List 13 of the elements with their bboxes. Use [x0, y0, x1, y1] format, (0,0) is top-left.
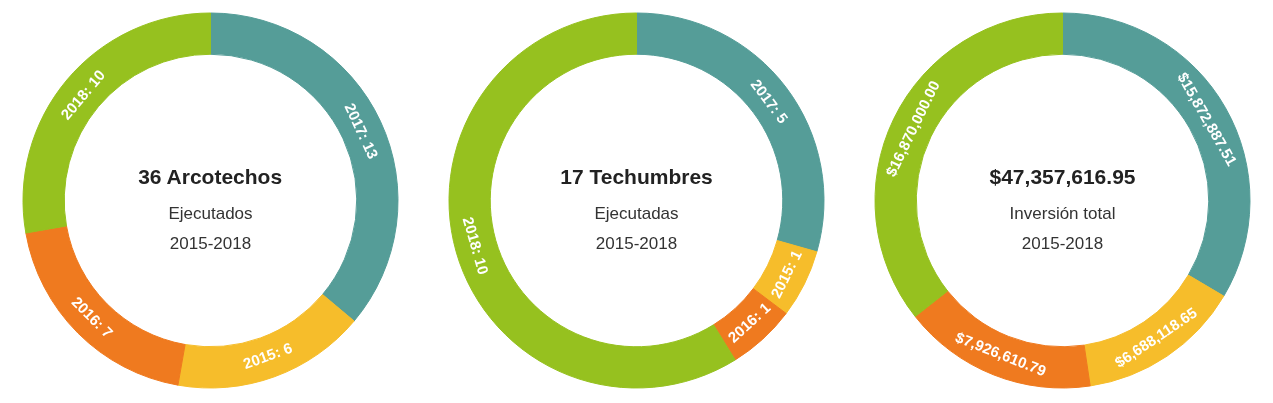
text: 2015-2018 [169, 234, 252, 254]
text: Inversión total [1009, 203, 1116, 223]
data-label: 2018: 10 [459, 214, 493, 277]
text: Ejecutados [168, 203, 253, 223]
text: 2015-2018 [1021, 234, 1104, 254]
data-label: 2017: 13 [341, 100, 382, 162]
data-label: 2015: 1 [766, 247, 805, 301]
text: $47,357,616.95 [989, 164, 1136, 188]
text: 2015-2018 [595, 234, 678, 254]
text: 36 Arcotechos [138, 164, 283, 188]
text: 17 Techumbres [560, 164, 713, 188]
data-label: 2015: 6 [240, 338, 295, 373]
text: Ejecutadas [594, 203, 679, 223]
